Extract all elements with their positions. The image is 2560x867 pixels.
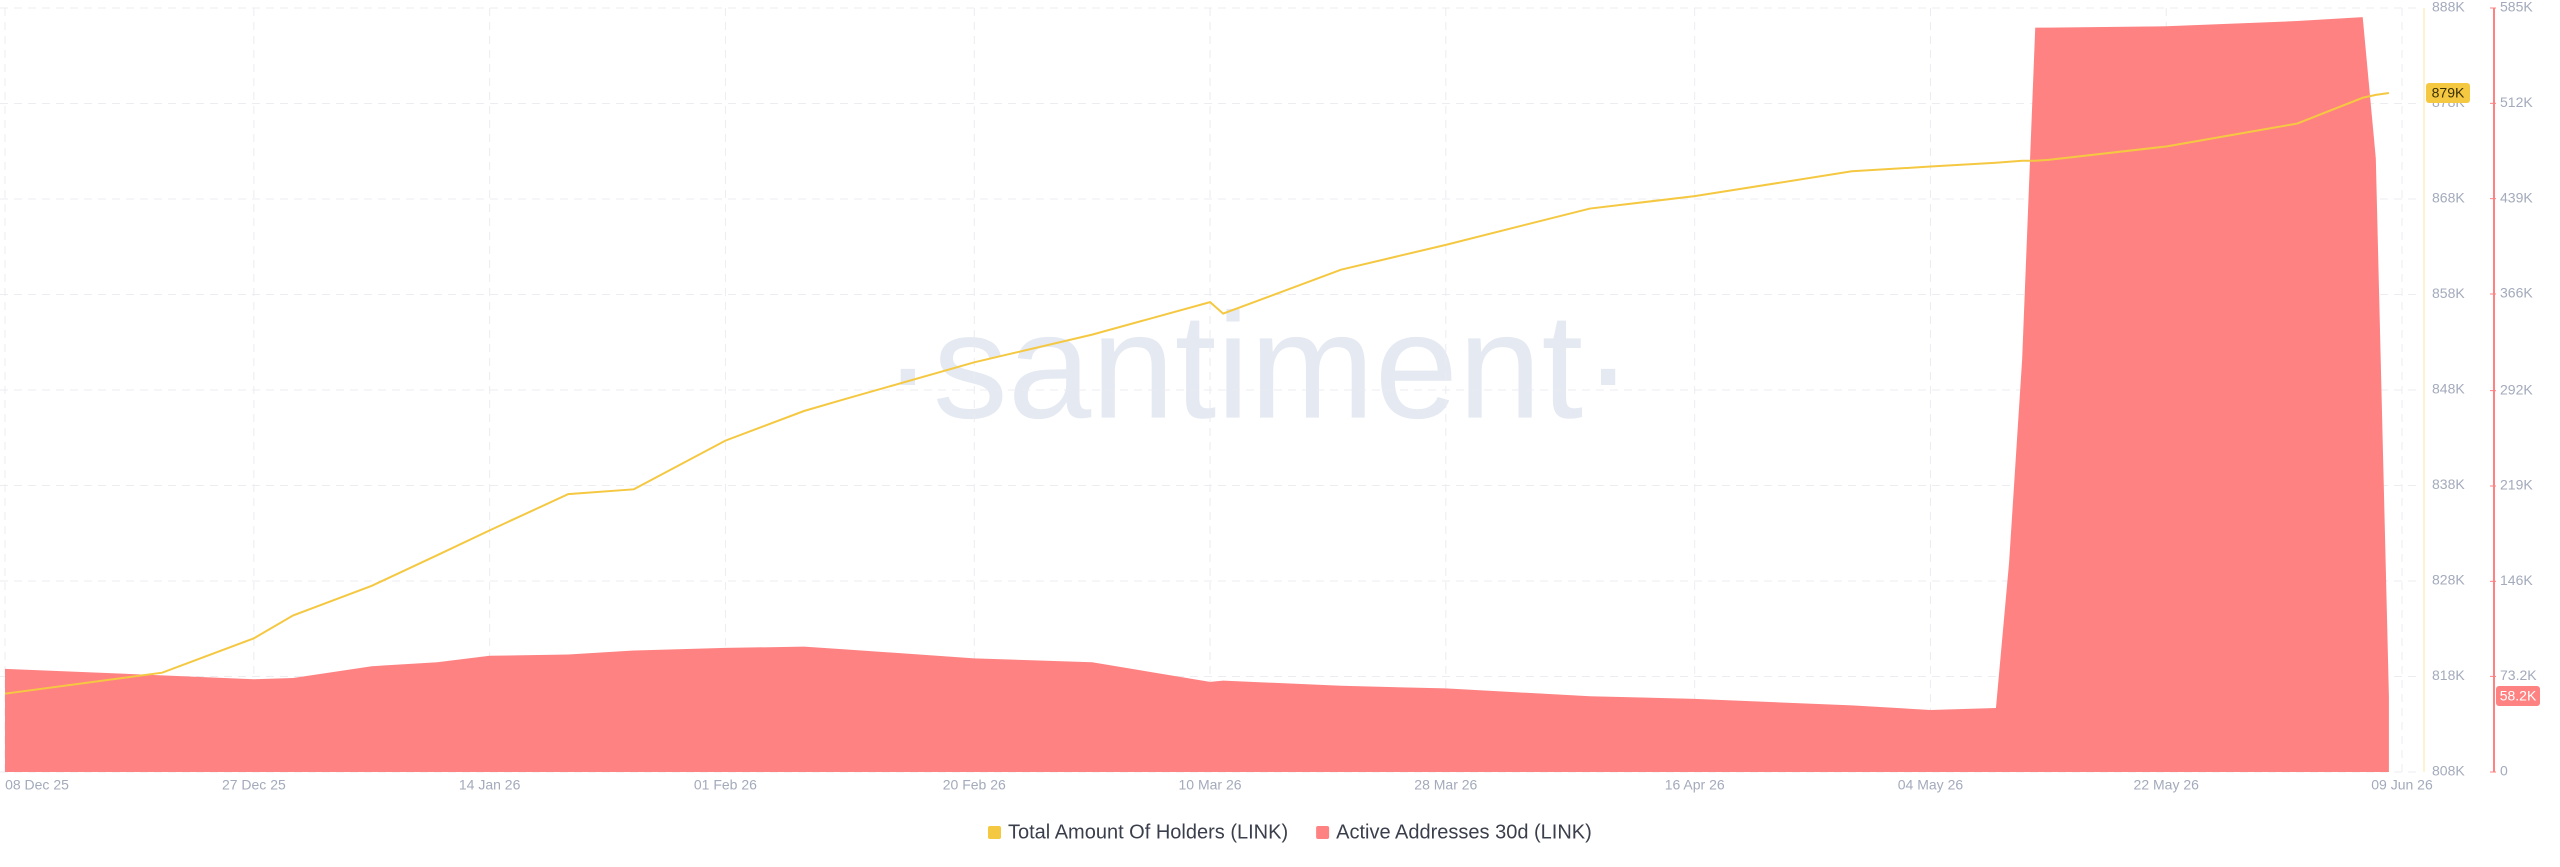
y-tick-label: 828K — [2432, 572, 2465, 588]
y2-tick-label: 585K — [2500, 0, 2533, 15]
value-badge-label: 58.2K — [2500, 688, 2537, 704]
y2-tick-label: 73.2K — [2500, 667, 2537, 683]
y2-tick-label: 219K — [2500, 477, 2533, 493]
value-badge — [2496, 685, 2540, 706]
y-tick-label: 838K — [2432, 476, 2465, 492]
area-series — [5, 17, 2389, 772]
watermark: ·santiment· — [883, 282, 1633, 450]
y-tick-label: 858K — [2432, 285, 2465, 301]
y-tick-label: 868K — [2432, 190, 2465, 206]
y-tick-label: 888K — [2432, 0, 2465, 15]
x-tick-label: 08 Dec 25 — [5, 777, 69, 793]
y2-tick-label: 146K — [2500, 572, 2533, 588]
x-tick-label: 16 Apr 26 — [1665, 777, 1725, 793]
x-tick-label: 27 Dec 25 — [222, 777, 286, 793]
x-tick-label: 22 May 26 — [2134, 777, 2200, 793]
value-badge — [2426, 82, 2470, 103]
value-badge-label: 879K — [2432, 85, 2465, 101]
x-tick-label: 04 May 26 — [1898, 777, 1964, 793]
x-tick-label: 09 Jun 26 — [2371, 777, 2433, 793]
legend: Total Amount Of Holders (LINK) Active Add… — [988, 821, 1592, 843]
y-tick-label: 848K — [2432, 381, 2465, 397]
y-tick-label: 818K — [2432, 667, 2465, 683]
y2-tick-label: 366K — [2500, 285, 2533, 301]
legend-swatch — [1316, 826, 1330, 839]
legend-label: Active Addresses 30d (LINK) — [1336, 821, 1592, 843]
x-tick-label: 14 Jan 26 — [459, 777, 521, 793]
y2-tick-label: 0 — [2500, 763, 2508, 779]
x-tick-label: 20 Feb 26 — [943, 777, 1006, 793]
legend-label: Total Amount Of Holders (LINK) — [1008, 821, 1288, 843]
legend-swatch — [988, 826, 1001, 839]
x-tick-label: 01 Feb 26 — [694, 777, 757, 793]
y2-tick-label: 292K — [2500, 381, 2533, 397]
x-tick-label: 28 Mar 26 — [1414, 777, 1477, 793]
y-tick-label: 808K — [2432, 763, 2465, 779]
line-series — [4, 92, 2390, 695]
x-tick-label: 10 Mar 26 — [1179, 777, 1242, 793]
y2-tick-label: 512K — [2500, 94, 2533, 110]
y2-tick-label: 439K — [2500, 189, 2533, 205]
